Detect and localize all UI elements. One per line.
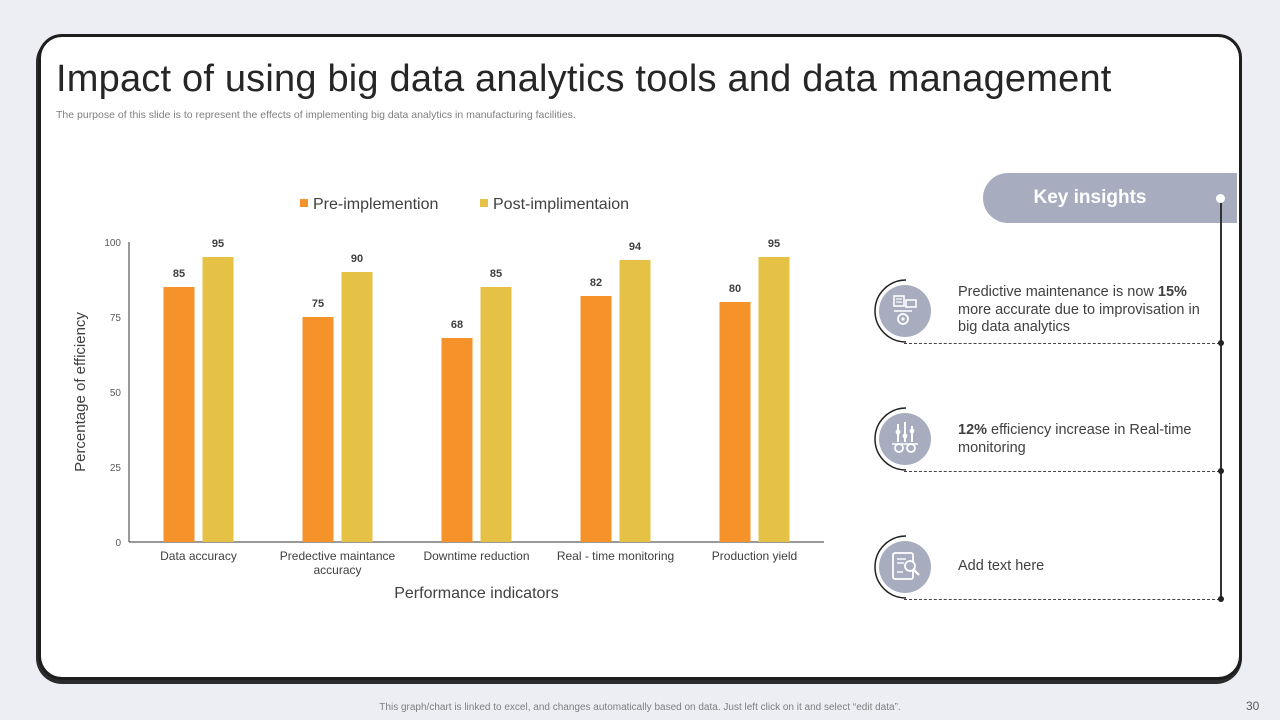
- bar-post: [202, 257, 234, 542]
- insight-divider: [904, 343, 1220, 344]
- insight-item-1: Predictive maintenance is now 15% more a…: [870, 278, 1226, 344]
- legend-swatch: [300, 199, 308, 207]
- bar-pre: [719, 302, 751, 542]
- x-tick-label: Real - time monitoring: [557, 549, 674, 563]
- y-tick-label: 0: [115, 538, 121, 549]
- insight-text: Predictive maintenance is now 15% more a…: [958, 284, 1200, 335]
- bar-pre: [302, 317, 334, 542]
- bar-pre: [163, 287, 195, 542]
- x-axis-title: Performance indicators: [394, 585, 559, 602]
- x-tick-label: accuracy: [313, 563, 361, 577]
- data-label: 90: [351, 253, 363, 265]
- legend-swatch: [480, 199, 488, 207]
- data-label: 80: [729, 283, 741, 295]
- bar-post: [480, 287, 512, 542]
- insight-text: Add text here: [958, 558, 1045, 574]
- page-subtitle: The purpose of this slide is to represen…: [56, 109, 576, 121]
- insight-divider: [904, 471, 1220, 472]
- report-icon: [870, 534, 936, 600]
- page-title: Impact of using big data analytics tools…: [56, 58, 1112, 100]
- data-label: 95: [768, 238, 780, 250]
- data-label: 95: [212, 238, 224, 250]
- bar-pre: [580, 296, 612, 542]
- timeline-dot: [1217, 340, 1224, 346]
- insight-item-3: Add text here: [870, 534, 1226, 600]
- timeline-dot-top: [1216, 194, 1225, 203]
- bar-chart[interactable]: Pre-implemention Post-implimentaion 0 25 50 7…: [60, 185, 840, 615]
- data-label: 94: [629, 241, 642, 253]
- key-insights-header: [983, 173, 1237, 223]
- bar-post: [619, 260, 651, 542]
- legend-label: Post-implimentaion: [493, 196, 629, 213]
- timeline-line: [1220, 198, 1222, 600]
- y-tick-label: 75: [110, 313, 122, 324]
- data-label: 68: [451, 319, 463, 331]
- monitoring-icon: [870, 406, 936, 472]
- timeline-dot: [1217, 596, 1224, 602]
- bar-post: [341, 272, 373, 542]
- x-tick-label: Predective maintance: [280, 549, 396, 563]
- key-insights-title: Key insights: [1033, 187, 1147, 208]
- y-tick-label: 50: [110, 388, 122, 399]
- insight-divider: [904, 599, 1220, 600]
- data-label: 75: [312, 298, 324, 310]
- page-number: 30: [1246, 699, 1260, 713]
- bar-post: [758, 257, 790, 542]
- x-tick-label: Data accuracy: [160, 549, 237, 563]
- y-tick-label: 25: [110, 463, 122, 474]
- data-label: 85: [490, 268, 502, 280]
- insight-item-2: 12% efficiency increase in Real-time mon…: [870, 406, 1226, 472]
- y-axis-title: Percentage of efficiency: [72, 312, 89, 472]
- maintenance-icon: [870, 278, 936, 344]
- y-tick-label: 100: [104, 238, 121, 249]
- x-tick-label: Downtime reduction: [423, 549, 529, 563]
- insight-text: 12% efficiency increase in Real-time mon…: [958, 422, 1192, 456]
- data-label: 85: [173, 268, 185, 280]
- legend-label: Pre-implemention: [313, 196, 438, 213]
- bar-pre: [441, 338, 473, 542]
- timeline-dot: [1217, 468, 1224, 474]
- footer-note: This graph/chart is linked to excel, and…: [379, 702, 901, 713]
- x-tick-label: Production yield: [712, 549, 797, 563]
- data-label: 82: [590, 277, 602, 289]
